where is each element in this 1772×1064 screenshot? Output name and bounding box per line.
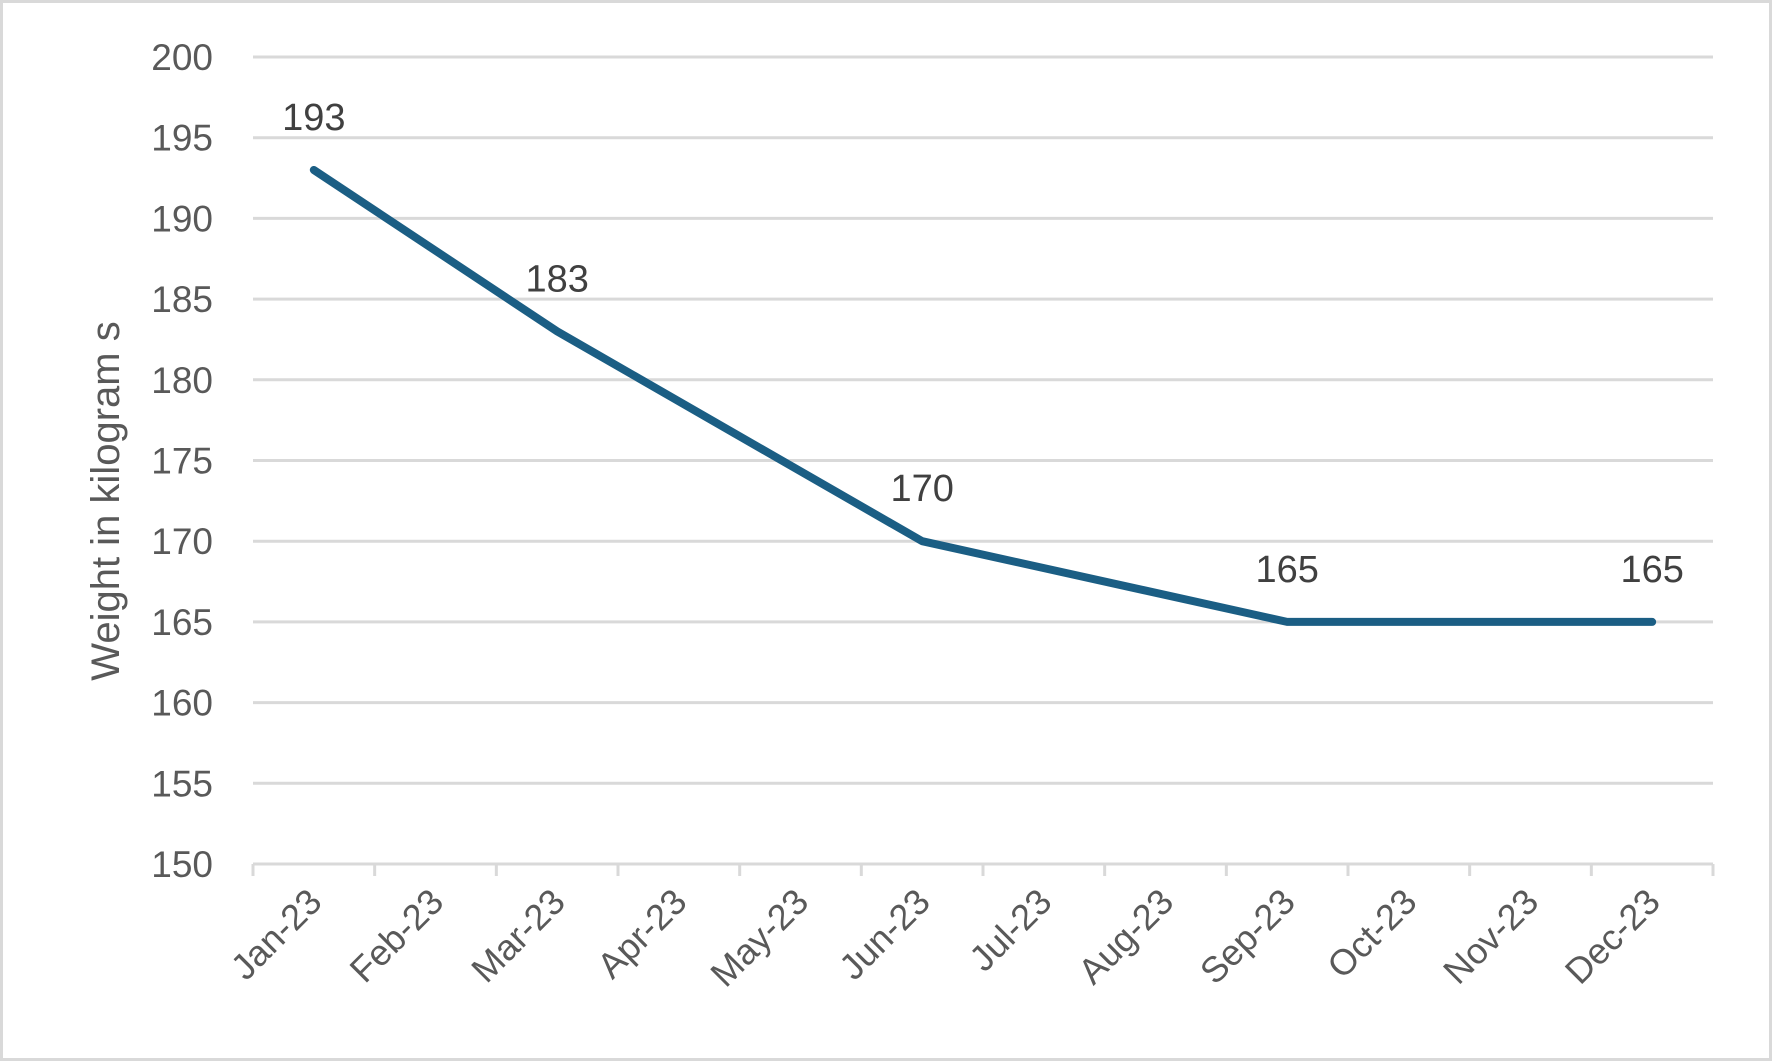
y-tick-label: 200 [151,37,213,78]
x-tick-label: Oct-23 [1319,881,1424,986]
y-tick-label: 155 [151,763,213,804]
y-tick-label: 175 [151,441,213,482]
x-tick-label: Dec-23 [1557,881,1668,992]
data-label: 170 [890,468,953,510]
x-tick-label: Jan-23 [223,881,330,988]
x-tick-label: May-23 [702,881,816,995]
x-tick-label: Mar-23 [463,881,573,991]
y-tick-label: 180 [151,360,213,401]
gridlines [253,55,1713,785]
x-tick-label: Aug-23 [1070,881,1181,992]
y-tick-label: 185 [151,279,213,320]
data-label: 165 [1255,549,1318,591]
y-tick-label: 165 [151,602,213,643]
series-line [309,165,1657,626]
data-label: 183 [525,258,588,300]
x-tick-label: Jun-23 [831,881,938,988]
line-chart: 150 155 160 165 170 175 180 185 190 195 200 Jan-23… [84,37,1715,995]
x-tick-label: Apr-23 [589,881,694,986]
data-label: 165 [1620,549,1683,591]
x-tick-label: Nov-23 [1435,881,1546,992]
y-tick-label: 190 [151,198,213,239]
y-tick-label: 160 [151,683,213,724]
x-tick-label: Feb-23 [342,881,452,991]
series [309,165,1657,626]
y-tick-label: 150 [151,844,213,885]
x-axis: Jan-23 Feb-23 Mar-23 Apr-23 May-23 Jun-23 Jul-… [223,862,1715,995]
y-tick-label: 195 [151,118,213,159]
x-tick-label: Sep-23 [1192,881,1303,992]
data-labels: 193 183 170 165 165 [282,97,1684,591]
data-label: 193 [282,97,345,139]
y-axis-label: Weight in kilogram s [84,321,128,680]
y-tick-label: 170 [151,521,213,562]
y-axis-ticks: 150 155 160 165 170 175 180 185 190 195 200 [151,37,213,885]
x-tick-label: Jul-23 [961,881,1059,979]
